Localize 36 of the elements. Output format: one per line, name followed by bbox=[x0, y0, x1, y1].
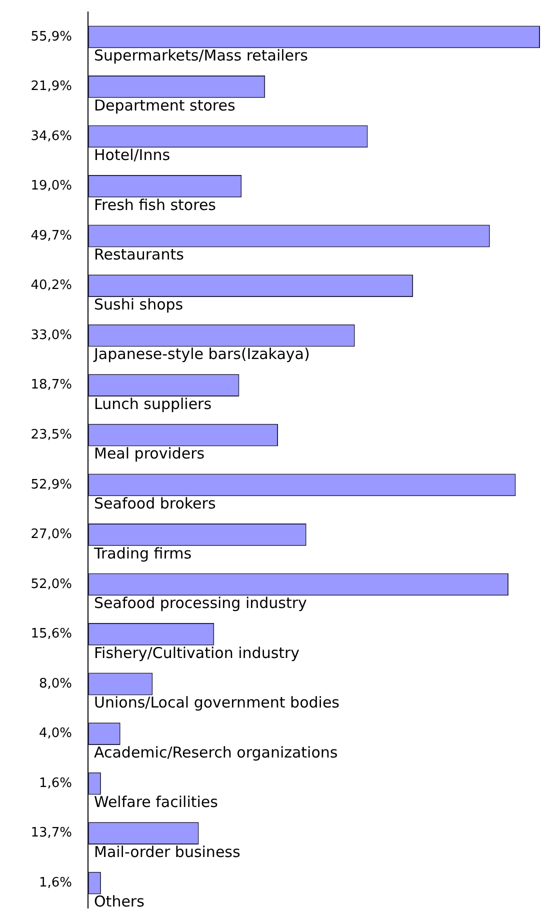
data-label: 52,9% bbox=[30, 477, 72, 492]
y-tick-label: Welfare facilities bbox=[94, 793, 218, 812]
y-tick-label: Japanese-style bars(Izakaya) bbox=[93, 345, 310, 364]
data-label: 55,9% bbox=[30, 29, 72, 44]
data-label: 13,7% bbox=[30, 826, 72, 841]
data-label: 8,0% bbox=[38, 676, 72, 692]
data-label: 1,6% bbox=[38, 875, 72, 890]
y-tick-label: Restaurants bbox=[94, 246, 184, 264]
y-tick-label: Hotel/Inns bbox=[94, 146, 170, 164]
y-tick-label: Fishery/Cultivation industry bbox=[94, 644, 300, 662]
data-label: 33,0% bbox=[30, 328, 72, 343]
data-label: 27,0% bbox=[30, 527, 72, 542]
data-label: 19,0% bbox=[30, 178, 72, 194]
y-tick-label: Seafood brokers bbox=[94, 494, 216, 512]
data-label: 15,6% bbox=[30, 626, 72, 642]
y-tick-label: Department stores bbox=[94, 96, 236, 114]
data-label: 52,0% bbox=[30, 576, 72, 592]
y-tick-label: Mail-order business bbox=[94, 842, 240, 861]
y-tick-label: Others bbox=[94, 892, 145, 911]
y-tick-label: Unions/Local government bodies bbox=[94, 694, 340, 712]
y-tick-label: Meal providers bbox=[94, 444, 205, 463]
y-tick-label: Trading firms bbox=[93, 544, 192, 562]
data-label: 21,9% bbox=[30, 79, 72, 94]
data-label: 4,0% bbox=[38, 726, 72, 742]
data-label: 49,7% bbox=[30, 228, 72, 244]
y-tick-label: Sushi shops bbox=[94, 295, 184, 314]
data-label: 34,6% bbox=[30, 128, 72, 144]
data-label: 40,2% bbox=[30, 278, 72, 294]
y-tick-label: Supermarkets/Mass retailers bbox=[94, 46, 308, 64]
data-label: 23,5% bbox=[30, 427, 72, 442]
data-label: 1,6% bbox=[38, 776, 72, 791]
y-tick-label: Academic/Reserch organizations bbox=[94, 743, 338, 762]
data-label: 18,7% bbox=[30, 378, 72, 393]
y-tick-label: Lunch suppliers bbox=[94, 394, 212, 413]
y-tick-label: Seafood processing industry bbox=[94, 594, 308, 612]
y-tick-label: Fresh fish stores bbox=[94, 196, 216, 214]
